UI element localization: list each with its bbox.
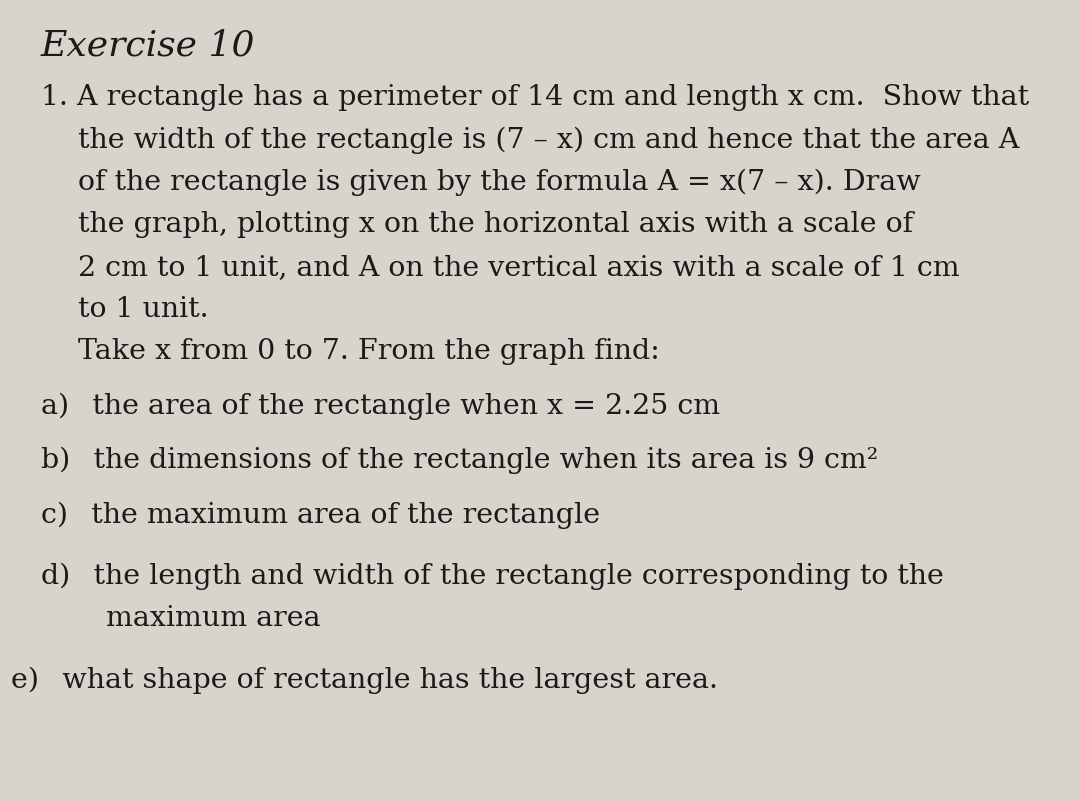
Text: of the rectangle is given by the formula A = x(7 – x). Draw: of the rectangle is given by the formula… bbox=[78, 169, 920, 196]
Text: Take x from 0 to 7. From the graph find:: Take x from 0 to 7. From the graph find: bbox=[78, 338, 660, 365]
Text: c)  the maximum area of the rectangle: c) the maximum area of the rectangle bbox=[41, 501, 600, 529]
Text: the graph, plotting x on the horizontal axis with a scale of: the graph, plotting x on the horizontal … bbox=[78, 211, 913, 239]
Text: maximum area: maximum area bbox=[106, 605, 321, 632]
Text: e)  what shape of rectangle has the largest area.: e) what shape of rectangle has the large… bbox=[11, 666, 718, 694]
Text: b)  the dimensions of the rectangle when its area is 9 cm²: b) the dimensions of the rectangle when … bbox=[41, 447, 878, 474]
Text: 1. A rectangle has a perimeter of 14 cm and length x cm.  Show that: 1. A rectangle has a perimeter of 14 cm … bbox=[41, 84, 1029, 111]
Text: a)  the area of the rectangle when x = 2.25 cm: a) the area of the rectangle when x = 2.… bbox=[41, 392, 720, 420]
Text: Exercise 10: Exercise 10 bbox=[41, 28, 256, 62]
Text: the width of the rectangle is (7 – x) cm and hence that the area A: the width of the rectangle is (7 – x) cm… bbox=[78, 127, 1020, 154]
Text: 2 cm to 1 unit, and A on the vertical axis with a scale of 1 cm: 2 cm to 1 unit, and A on the vertical ax… bbox=[78, 254, 959, 281]
Text: d)  the length and width of the rectangle corresponding to the: d) the length and width of the rectangle… bbox=[41, 562, 944, 590]
Text: to 1 unit.: to 1 unit. bbox=[78, 296, 208, 324]
